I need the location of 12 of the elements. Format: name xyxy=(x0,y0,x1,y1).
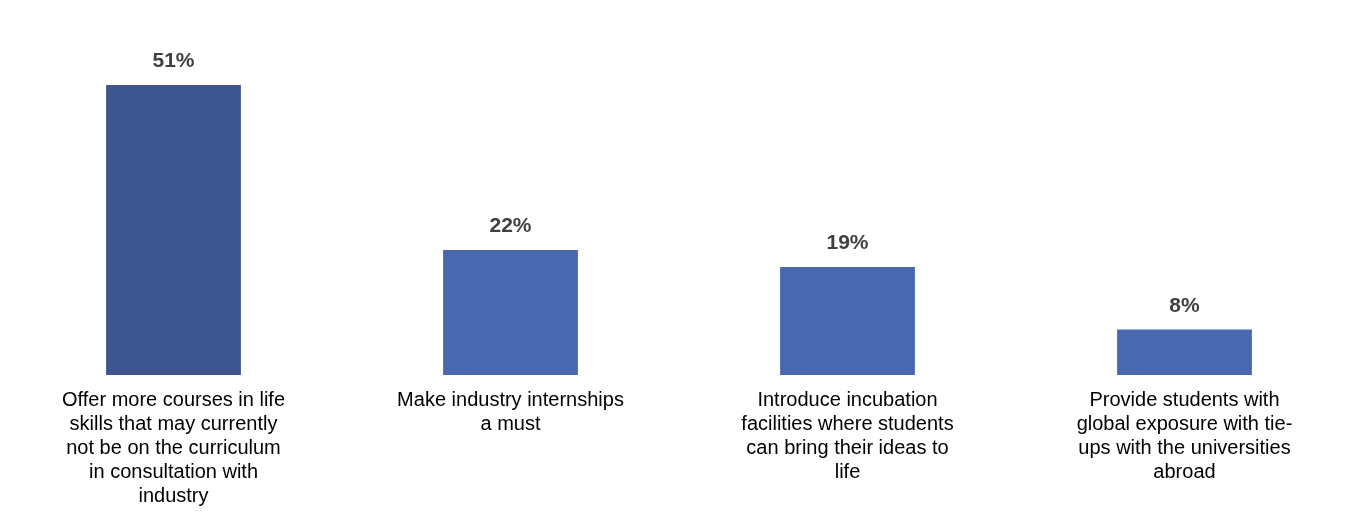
x-tick-label: Offer more courses in life skills that may currently not be on the curriculum in consultation with industry xyxy=(61,387,286,506)
data-label: 51% xyxy=(152,48,195,71)
bar xyxy=(106,85,241,375)
x-tick-label: Introduce incubation facilities where students can bring their ideas to life xyxy=(741,387,954,482)
data-label: 22% xyxy=(489,212,532,236)
x-tick-label: Make industry internships a must xyxy=(397,387,624,434)
x-tick-label: Provide students with global exposure with tie-ups with the universities abroad xyxy=(1076,387,1293,482)
data-label: 19% xyxy=(826,229,869,253)
data-label: 8% xyxy=(1169,292,1200,316)
bar xyxy=(443,249,578,375)
bar xyxy=(780,266,915,375)
bar xyxy=(1117,329,1252,375)
